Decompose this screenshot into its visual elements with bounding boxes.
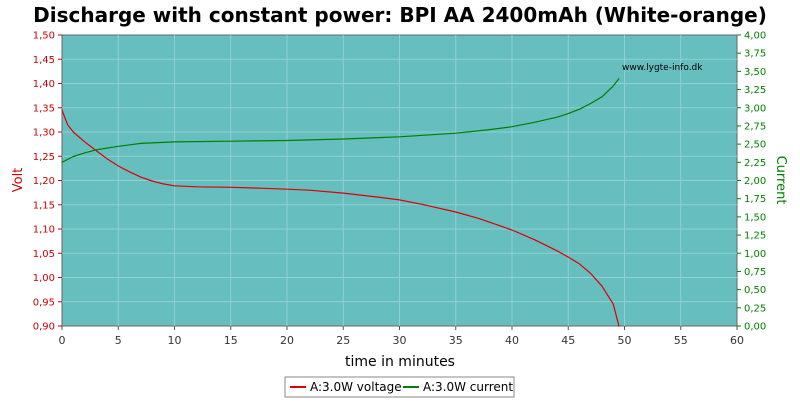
y-left-tick-label: 1,25 <box>33 152 55 163</box>
y-right-tick-label: 0,25 <box>744 303 766 314</box>
legend: A:3.0W voltage A:3.0W current <box>284 376 515 398</box>
y-right-tick-label: 3,25 <box>744 85 766 96</box>
y-left-tick-label: 0,90 <box>33 322 55 333</box>
y-right-tick-label: 0,50 <box>744 285 766 296</box>
y-right-tick-label: 2,00 <box>744 176 766 187</box>
x-tick-label: 50 <box>618 334 632 347</box>
y-right-tick-label: 1,00 <box>744 249 766 260</box>
x-tick-label: 5 <box>115 334 122 347</box>
y-right-tick-label: 1,75 <box>744 194 766 205</box>
y-left-tick-label: 1,15 <box>33 200 55 211</box>
y-axis-right-title: Current <box>773 156 788 205</box>
y-axis-left-title: Volt <box>11 168 26 193</box>
x-axis-title: time in minutes <box>345 354 455 370</box>
grid-lines <box>62 35 737 326</box>
y-right-tick-label: 2,25 <box>744 158 766 169</box>
y-left-tick-label: 1,45 <box>33 55 55 66</box>
y-left-tick-label: 0,95 <box>33 297 55 308</box>
axis-ticks: 0 5 10 15 20 25 30 35 40 45 50 55 60 0,90 0,95 1,00 1,05… <box>33 31 767 348</box>
x-tick-label: 35 <box>449 334 463 347</box>
x-tick-label: 45 <box>561 334 575 347</box>
y-left-tick-label: 1,50 <box>33 31 55 42</box>
x-tick-label: 60 <box>730 334 744 347</box>
y-right-tick-label: 1,50 <box>744 212 766 223</box>
y-right-tick-label: 3,75 <box>744 49 766 60</box>
x-tick-label: 40 <box>505 334 519 347</box>
y-right-tick-label: 0,75 <box>744 267 766 278</box>
x-tick-label: 20 <box>280 334 294 347</box>
x-tick-label: 55 <box>674 334 688 347</box>
x-tick-label: 30 <box>393 334 407 347</box>
y-right-tick-label: 4,00 <box>744 31 766 42</box>
y-left-tick-label: 1,20 <box>33 176 55 187</box>
x-tick-label: 10 <box>168 334 182 347</box>
y-left-tick-label: 1,35 <box>33 103 55 114</box>
y-left-tick-label: 1,30 <box>33 128 55 139</box>
y-left-tick-label: 1,00 <box>33 273 55 284</box>
y-right-tick-label: 0,00 <box>744 322 766 333</box>
y-right-tick-label: 2,50 <box>744 140 766 151</box>
y-left-tick-label: 1,05 <box>33 249 55 260</box>
y-left-tick-label: 1,10 <box>33 225 55 236</box>
current-series-line <box>61 78 620 163</box>
y-right-tick-label: 2,75 <box>744 121 766 132</box>
y-right-tick-label: 3,50 <box>744 67 766 78</box>
legend-label-current: A:3.0W current <box>423 380 513 394</box>
series-lines <box>61 78 620 327</box>
chart-title: Discharge with constant power: BPI AA 24… <box>33 3 767 27</box>
x-tick-label: 15 <box>224 334 238 347</box>
voltage-series-line <box>61 109 620 327</box>
y-right-tick-label: 1,25 <box>744 231 766 242</box>
x-tick-label: 25 <box>336 334 350 347</box>
watermark-text: www.lygte-info.dk <box>622 63 703 73</box>
legend-box <box>284 376 515 398</box>
y-left-tick-label: 1,40 <box>33 79 55 90</box>
x-tick-label: 0 <box>59 334 66 347</box>
y-right-tick-label: 3,00 <box>744 103 766 114</box>
legend-label-voltage: A:3.0W voltage <box>310 380 402 394</box>
